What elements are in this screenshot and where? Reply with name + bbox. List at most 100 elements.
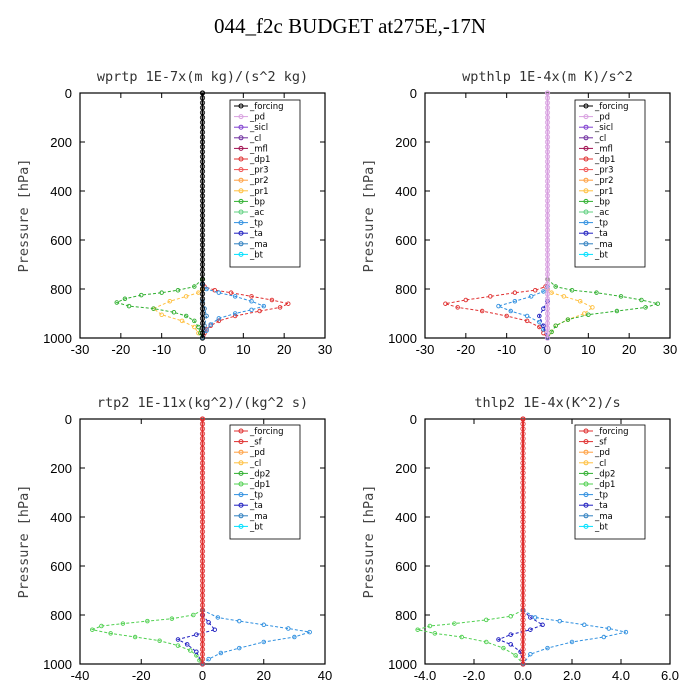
legend-marker (583, 241, 589, 247)
data-point (508, 642, 514, 647)
legend-marker (238, 502, 244, 508)
legend-entry: _ac (594, 208, 609, 218)
x-tick-label: -20 (456, 342, 475, 357)
data-point (191, 612, 196, 618)
legend-marker (583, 188, 589, 194)
legend-marker (583, 251, 589, 257)
data-point (488, 294, 493, 299)
data-point (212, 287, 217, 293)
data-point (496, 303, 501, 309)
series-line-ma (522, 609, 627, 665)
y-tick-label: 1000 (43, 657, 72, 672)
data-point (192, 284, 197, 289)
series-line-dp1 (445, 279, 548, 339)
data-point (540, 622, 545, 628)
data-point (513, 653, 518, 658)
legend-marker (583, 523, 589, 529)
data-point (183, 313, 189, 319)
chart-panel-1: wprtp 1E-7x(m kg)/(s^2 kg) Pressure [hPa]… (16, 69, 332, 357)
y-tick-label: 400 (395, 510, 417, 525)
legend-marker (583, 167, 589, 173)
data-point (586, 312, 591, 317)
legend-marker (583, 135, 589, 141)
legend-marker (583, 439, 589, 445)
y-tick-label: 0 (410, 86, 417, 101)
data-point (249, 294, 254, 299)
data-point (618, 294, 624, 299)
legend-entry: _bt (594, 522, 609, 532)
data-point (594, 290, 599, 295)
series-line-pr1 (152, 288, 203, 339)
legend-entry: _pr2 (594, 176, 614, 186)
legend-entry: _ma (249, 512, 268, 522)
data-point (501, 645, 506, 651)
legend-marker (583, 145, 589, 151)
data-point (215, 615, 221, 620)
data-point (171, 310, 177, 315)
data-point (228, 290, 234, 295)
legend-entry: _tp (249, 219, 263, 229)
data-point (175, 643, 181, 648)
y-tick-label: 400 (50, 184, 72, 199)
data-point (286, 626, 291, 631)
legend-entry: _bt (249, 250, 264, 260)
legend-marker (238, 230, 244, 236)
legend-entry: _dp1 (594, 480, 615, 490)
legend-entry: _dp2 (249, 469, 270, 479)
x-tick-label: 10 (236, 342, 250, 357)
x-tick-label: -40 (71, 668, 90, 683)
data-point (175, 287, 181, 293)
data-point (524, 318, 530, 324)
data-point (208, 322, 213, 327)
data-point (292, 634, 297, 640)
data-point (122, 296, 128, 302)
x-tick-label: 6.0 (661, 668, 679, 683)
data-point (528, 627, 533, 632)
y-tick-label: 1000 (388, 331, 417, 346)
legend-entry: _bt (249, 522, 264, 532)
y-tick-label: 200 (395, 461, 417, 476)
legend-entry: _pd (249, 448, 265, 458)
y-tick-label: 0 (65, 412, 72, 427)
data-point (639, 297, 644, 303)
data-point (206, 656, 211, 662)
chart-panel-2: wpthlp 1E-4x(m K)/s^2 Pressure [hPa] -30 -2… (361, 69, 677, 357)
data-point (541, 289, 546, 294)
x-tick-label: 0 (199, 342, 206, 357)
y-tick-label: 800 (50, 282, 72, 297)
legend-entry: _cl (594, 459, 606, 469)
y-axis-label: Pressure [hPa] (361, 159, 377, 273)
panel-title: wprtp 1E-7x(m kg)/(s^2 kg) (97, 69, 308, 85)
y-axis-label: Pressure [hPa] (16, 485, 32, 599)
panel-title: wpthlp 1E-4x(m K)/s^2 (462, 69, 633, 85)
data-point (512, 299, 518, 304)
data-point (175, 637, 181, 642)
legend-entry: _mfl (594, 144, 613, 154)
x-tick-label: 10 (581, 342, 595, 357)
legend-marker (583, 449, 589, 455)
data-point (159, 312, 164, 317)
legend-marker (238, 103, 244, 109)
data-point (204, 328, 209, 333)
plot-frame (424, 418, 671, 665)
data-point (89, 627, 95, 632)
data-point (216, 318, 222, 324)
data-point (508, 613, 514, 619)
x-tick-label: 20 (257, 668, 271, 683)
series-line-dp1 (417, 609, 524, 665)
legend-entry: _dp1 (594, 155, 615, 165)
x-tick-label: 40 (318, 668, 332, 683)
data-point (179, 318, 185, 324)
x-tick-label: -20 (132, 668, 151, 683)
legend-entry: _sicl (249, 123, 268, 133)
series-line-bp (547, 278, 660, 339)
data-point (167, 299, 173, 304)
y-tick-label: 600 (395, 233, 417, 248)
legend-marker (238, 124, 244, 130)
data-point (601, 634, 607, 640)
legend-marker (238, 492, 244, 498)
legend-marker (583, 460, 589, 466)
data-point (261, 622, 267, 628)
legend-marker (583, 124, 589, 130)
data-point (307, 629, 312, 635)
